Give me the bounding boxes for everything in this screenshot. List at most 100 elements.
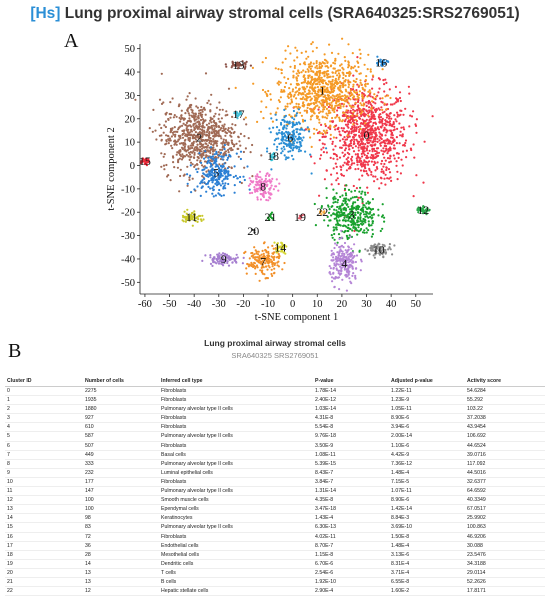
data-point <box>347 245 350 248</box>
data-point <box>381 203 384 206</box>
data-point <box>238 180 242 184</box>
data-point <box>355 267 358 270</box>
data-point <box>220 194 223 197</box>
data-point <box>318 132 322 135</box>
data-point <box>356 155 360 158</box>
data-point <box>417 206 420 209</box>
data-point <box>350 132 353 135</box>
data-point <box>301 118 304 121</box>
data-point <box>261 188 264 192</box>
data-point <box>343 56 346 59</box>
data-point <box>350 223 353 227</box>
data-point <box>336 158 339 161</box>
data-point <box>281 150 284 153</box>
data-point <box>218 154 221 157</box>
table-row: 1 1935 Fibroblasts 2.40E-12 1.23E-9 55.292 <box>5 395 545 406</box>
data-point <box>290 93 293 96</box>
cluster-label: 12 <box>417 203 429 217</box>
data-point <box>167 174 170 177</box>
data-point <box>245 123 248 126</box>
data-point <box>338 219 341 222</box>
data-point <box>273 143 276 146</box>
data-point <box>204 72 208 75</box>
data-point <box>345 225 348 228</box>
data-point <box>379 116 383 119</box>
data-point <box>373 149 377 153</box>
data-point <box>341 254 344 257</box>
data-point <box>253 231 256 234</box>
table-cell: 2.54E-6 <box>313 568 389 578</box>
data-point <box>396 111 399 114</box>
data-point <box>356 159 359 162</box>
data-point <box>300 81 303 85</box>
data-point <box>347 132 350 135</box>
data-point <box>385 116 388 119</box>
data-point <box>217 254 220 257</box>
data-point <box>290 135 293 138</box>
data-point <box>386 139 389 142</box>
data-point <box>396 178 399 181</box>
data-point <box>344 264 347 267</box>
data-point <box>209 151 212 155</box>
data-point <box>292 70 295 73</box>
data-point <box>384 128 387 131</box>
data-point <box>334 85 337 88</box>
data-point <box>344 274 347 277</box>
data-point <box>282 145 285 148</box>
data-point <box>224 131 227 134</box>
data-point <box>380 215 384 218</box>
data-point <box>277 265 280 268</box>
data-point <box>365 101 368 104</box>
data-point <box>332 157 335 160</box>
data-point <box>223 148 226 151</box>
table-cell: 3.71E-4 <box>389 568 465 578</box>
data-point <box>333 286 336 289</box>
data-point <box>226 260 229 263</box>
data-point <box>223 143 226 147</box>
data-point <box>227 174 231 177</box>
data-point <box>208 141 211 144</box>
data-point <box>280 152 283 155</box>
data-point <box>267 191 270 194</box>
data-point <box>333 217 336 220</box>
table-cell: Pulmonary alveolar type II cells <box>159 431 313 442</box>
data-point <box>365 75 368 78</box>
data-point <box>260 178 263 181</box>
data-point <box>274 185 277 188</box>
data-point <box>377 151 381 154</box>
data-point <box>352 85 355 88</box>
data-point <box>313 112 316 115</box>
data-point <box>382 141 386 144</box>
data-point <box>205 166 208 169</box>
data-point <box>431 115 434 118</box>
data-point <box>340 236 343 240</box>
table-cell: 507 <box>83 441 159 451</box>
data-point <box>280 68 283 71</box>
data-point <box>394 85 397 88</box>
data-point <box>236 117 239 120</box>
data-point <box>347 91 350 94</box>
data-point <box>344 147 347 150</box>
data-point <box>204 150 207 153</box>
data-point <box>342 82 345 85</box>
data-point <box>322 103 325 106</box>
data-point <box>345 251 348 254</box>
cluster-2-points <box>134 72 263 193</box>
data-point <box>295 131 298 134</box>
data-point <box>367 174 370 177</box>
data-point <box>354 277 357 280</box>
data-point <box>356 83 359 86</box>
data-point <box>352 184 355 188</box>
y-tick-label: 40 <box>125 68 136 79</box>
data-point <box>315 64 318 67</box>
data-point <box>184 134 187 137</box>
table-cell: 333 <box>83 459 159 469</box>
cluster-16-points <box>376 55 390 67</box>
data-point <box>267 256 270 259</box>
data-point <box>347 248 350 251</box>
table-cell: 25.9902 <box>465 513 545 524</box>
data-point <box>332 267 335 270</box>
data-point <box>330 183 333 186</box>
data-point <box>276 82 279 85</box>
data-point <box>385 166 388 169</box>
